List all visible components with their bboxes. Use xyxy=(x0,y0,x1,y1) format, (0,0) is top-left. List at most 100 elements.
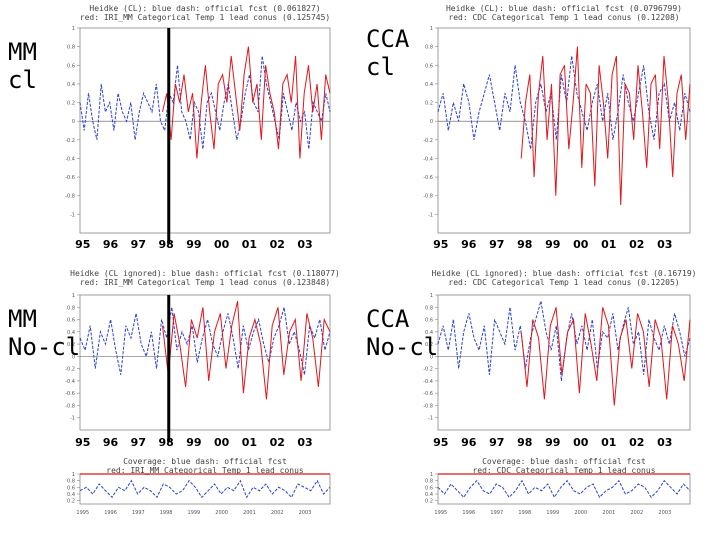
x-year-label: 96 xyxy=(461,238,477,251)
x-year-label: 97 xyxy=(489,436,504,449)
y-tick-label: -0.2 xyxy=(65,367,75,373)
y-tick-label: 0 xyxy=(430,354,433,360)
x-year-label: 95 xyxy=(75,436,90,449)
y-tick-label: 0.8 xyxy=(67,305,75,311)
x-year-label: 1996 xyxy=(104,510,117,516)
y-tick-label: 1 xyxy=(72,293,75,299)
series-official-line xyxy=(437,55,691,150)
y-tick-label: -0.8 xyxy=(65,403,75,409)
series-official-line xyxy=(79,307,331,375)
y-tick-label: -1 xyxy=(70,416,75,422)
x-year-label: 1995 xyxy=(434,510,447,516)
y-tick-label: -0.6 xyxy=(423,391,433,397)
chart-subtitle: red: CDC Categorical Temp 1 lead conus (… xyxy=(448,278,679,287)
y-tick-label: 1 xyxy=(430,293,433,299)
x-year-label: 96 xyxy=(461,436,477,449)
x-year-label: 98 xyxy=(158,238,173,251)
y-tick-label: 0.8 xyxy=(425,305,433,311)
x-year-label: 00 xyxy=(214,238,230,251)
x-year-label: 95 xyxy=(75,238,90,251)
plot-frame xyxy=(79,294,331,431)
x-year-label: 03 xyxy=(297,238,312,251)
x-year-label: 1995 xyxy=(76,510,89,516)
x-year-label: 1999 xyxy=(188,510,201,516)
label-cca-cl: CCA cl xyxy=(366,25,410,81)
x-year-label: 96 xyxy=(103,238,119,251)
label-cca-nocl: CCA No-cl xyxy=(366,305,439,361)
x-year-label: 97 xyxy=(131,238,146,251)
x-year-label: 01 xyxy=(601,436,616,449)
series-tool-line xyxy=(520,307,691,406)
x-year-label: 03 xyxy=(297,436,312,449)
x-year-label: 98 xyxy=(517,238,532,251)
x-year-label: 03 xyxy=(657,238,672,251)
x-year-label: 2001 xyxy=(602,510,615,516)
series-official-line xyxy=(79,55,331,150)
series-official-line xyxy=(79,479,331,499)
y-tick-label: 0.6 xyxy=(67,63,75,69)
y-tick-label: -0.4 xyxy=(423,379,433,385)
y-tick-label: 0.6 xyxy=(425,318,433,324)
y-tick-label: 0.4 xyxy=(425,492,433,498)
x-year-label: 95 xyxy=(433,436,448,449)
plot-frame xyxy=(437,473,691,505)
x-year-label: 2003 xyxy=(658,510,671,516)
y-tick-label: 0.6 xyxy=(425,63,433,69)
y-tick-label: -0.6 xyxy=(65,175,75,181)
chart-subtitle: red: IRI_MM Categorical Temp 1 lead conu… xyxy=(80,278,330,287)
y-tick-label: 0.4 xyxy=(67,492,75,498)
chart-title: Heidke (CL ignored): blue dash: official… xyxy=(432,269,697,278)
y-tick-label: 0.8 xyxy=(425,45,433,51)
chart-subtitle: red: CDC Categorical Temp 1 lead conus (… xyxy=(448,13,679,22)
series-official-line xyxy=(437,300,691,381)
x-year-label: 1997 xyxy=(490,510,503,516)
chart-title: Coverage: blue dash: official fcst xyxy=(123,457,287,466)
y-tick-label: 0.2 xyxy=(67,499,75,505)
x-year-label: 2002 xyxy=(271,510,284,516)
x-year-label: 00 xyxy=(573,238,589,251)
x-year-label: 1997 xyxy=(132,510,145,516)
y-tick-label: 0.6 xyxy=(67,318,75,324)
chart-subtitle: red: CDC Categorical Temp 1 lead conus xyxy=(472,466,655,475)
y-tick-label: 0.2 xyxy=(67,342,75,348)
chart-subtitle: red: IRI_MM Categorical Temp 1 lead conu… xyxy=(80,13,330,22)
y-tick-label: 0 xyxy=(72,354,75,360)
y-tick-label: -0.2 xyxy=(423,367,433,373)
x-year-label: 2000 xyxy=(574,510,587,516)
x-year-label: 2002 xyxy=(630,510,643,516)
x-year-label: 2003 xyxy=(299,510,312,516)
x-year-label: 02 xyxy=(270,238,285,251)
y-tick-label: 0 xyxy=(430,119,433,125)
y-tick-label: 0 xyxy=(72,119,75,125)
x-year-label: 1998 xyxy=(518,510,531,516)
y-tick-label: -0.8 xyxy=(423,194,433,200)
series-tool-line xyxy=(162,46,331,159)
chart-title: Heidke (CL ignored): blue dash: official… xyxy=(70,269,340,278)
y-tick-label: -1 xyxy=(428,416,433,422)
x-year-label: 03 xyxy=(657,436,672,449)
y-tick-label: -0.4 xyxy=(423,156,433,162)
y-tick-label: -0.4 xyxy=(65,156,75,162)
label-mm-cl: MM cl xyxy=(8,38,37,94)
x-year-label: 2001 xyxy=(243,510,256,516)
x-year-label: 1996 xyxy=(462,510,475,516)
x-year-label: 1998 xyxy=(160,510,173,516)
x-year-label: 1999 xyxy=(546,510,559,516)
series-tool-line xyxy=(162,300,331,400)
label-mm-nocl: MM No-cl xyxy=(8,305,81,361)
y-tick-label: -1 xyxy=(428,212,433,218)
x-year-label: 97 xyxy=(131,436,146,449)
plot-frame xyxy=(79,27,331,234)
y-tick-label: 1 xyxy=(430,26,433,32)
y-tick-label: 0.2 xyxy=(67,101,75,107)
x-year-label: 99 xyxy=(545,436,560,449)
y-tick-label: 0.4 xyxy=(67,330,75,336)
y-tick-label: 0.2 xyxy=(425,342,433,348)
y-tick-label: 0.8 xyxy=(425,479,433,485)
y-tick-label: 0.8 xyxy=(67,45,75,51)
x-year-label: 01 xyxy=(242,436,257,449)
y-tick-label: -0.2 xyxy=(423,138,433,144)
y-tick-label: 0.4 xyxy=(67,82,75,88)
y-tick-label: -0.8 xyxy=(423,403,433,409)
